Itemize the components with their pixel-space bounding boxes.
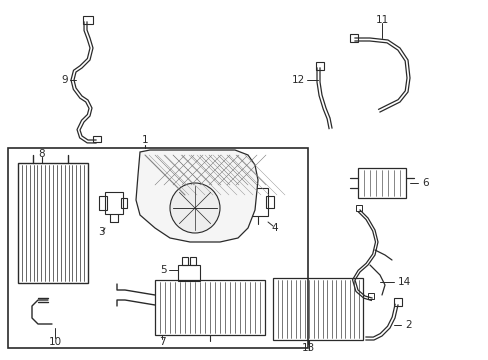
Bar — [357, 168, 405, 198]
Bar — [105, 192, 123, 214]
Text: 11: 11 — [375, 15, 388, 25]
Text: 3: 3 — [98, 227, 104, 237]
Bar — [251, 188, 267, 216]
Text: 5: 5 — [160, 265, 167, 275]
Text: 4: 4 — [271, 223, 278, 233]
Text: 9: 9 — [61, 75, 68, 85]
Bar — [18, 163, 88, 283]
Bar — [99, 196, 107, 210]
Bar — [182, 257, 187, 265]
Bar — [93, 136, 101, 142]
Bar — [8, 148, 307, 348]
Bar — [190, 257, 196, 265]
Bar — [272, 278, 362, 340]
Text: 6: 6 — [421, 178, 428, 188]
Bar — [178, 265, 200, 281]
Bar — [121, 198, 127, 208]
Bar — [349, 34, 357, 42]
Bar — [155, 280, 264, 335]
Text: 14: 14 — [397, 277, 410, 287]
Polygon shape — [136, 150, 258, 242]
Text: 10: 10 — [48, 337, 61, 347]
Bar — [367, 293, 373, 299]
Circle shape — [170, 183, 220, 233]
Bar — [355, 205, 361, 211]
Text: 1: 1 — [142, 135, 148, 145]
Text: 7: 7 — [159, 337, 165, 347]
Bar — [83, 16, 93, 24]
Text: 8: 8 — [39, 149, 45, 159]
Bar — [315, 62, 324, 70]
Text: 13: 13 — [301, 343, 314, 353]
Text: 12: 12 — [291, 75, 305, 85]
Bar — [393, 298, 401, 306]
Bar — [265, 196, 273, 208]
Text: 2: 2 — [404, 320, 411, 330]
